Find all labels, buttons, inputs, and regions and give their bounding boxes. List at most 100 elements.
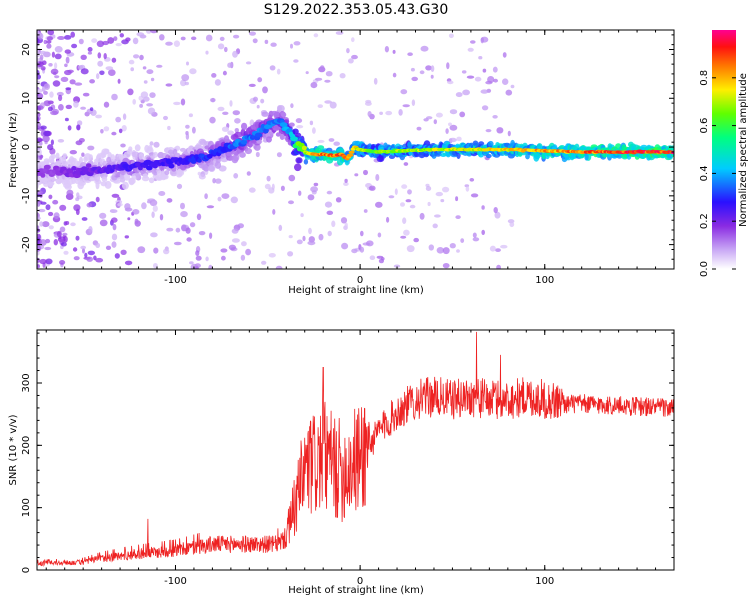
spectrogram-noise-blob	[293, 59, 299, 63]
spectrogram-halo-blob	[295, 157, 303, 164]
spectrogram-noise-blob	[73, 256, 80, 261]
spectrogram-halo-blob	[266, 136, 272, 143]
spectrogram-noise-blob	[261, 260, 267, 265]
spectrogram-noise-blob	[113, 36, 118, 41]
spectrogram-noise-blob	[198, 231, 206, 236]
spectrogram-noise-blob	[400, 235, 407, 239]
spectrogram-noise-blob	[420, 45, 429, 52]
spectrogram-noise-blob	[492, 66, 498, 73]
spectrogram-noise-blob	[419, 212, 425, 220]
spectrogram-noise-blob	[276, 266, 280, 269]
spectrogram-noise-blob	[111, 241, 117, 248]
spectrogram-noise-blob	[180, 202, 185, 210]
spectrogram-noise-blob	[91, 38, 98, 43]
spectrogram-halo-blob	[418, 151, 426, 159]
spectrogram-noise-blob	[310, 82, 318, 89]
spectrogram-noise-blob	[402, 104, 410, 108]
spectrogram-noise-blob	[189, 68, 197, 75]
spectrogram-noise-blob	[89, 107, 94, 111]
spectrogram-noise-blob	[120, 143, 126, 148]
spectrogram-noise-blob	[153, 141, 160, 148]
spectrogram-noise-blob	[384, 46, 389, 53]
spectrogram-noise-blob	[369, 255, 376, 260]
spectrogram-halo-blob	[423, 152, 429, 158]
spectrogram-noise-blob	[448, 122, 452, 127]
spectrogram-noise-blob	[181, 74, 190, 82]
spectrogram-halo-blob	[47, 181, 53, 189]
spectrogram-noise-blob	[96, 40, 105, 48]
spectrogram-noise-blob	[392, 49, 396, 54]
spectrogram-halo-blob	[485, 153, 492, 159]
spectrogram-noise-blob	[455, 196, 459, 202]
colorbar: 0.0 0.2 0.4 0.6 0.8 Normalized spectral ampl…	[699, 30, 749, 277]
spectrogram-noise-blob	[167, 125, 171, 131]
spectrogram-noise-blob	[111, 57, 117, 63]
spectrogram-noise-blob	[262, 86, 268, 94]
spectrogram-noise-blob	[470, 40, 476, 44]
spectrogram-noise-blob	[433, 119, 437, 125]
spectrogram-noise-blob	[392, 72, 397, 78]
spectrogram-noise-blob	[109, 209, 115, 213]
spectrogram-noise-blob	[456, 249, 460, 253]
spectrogram-noise-blob	[305, 71, 309, 75]
spectrogram-noise-blob	[150, 30, 158, 34]
spectrogram-noise-blob	[440, 199, 445, 203]
spectrogram-noise-blob	[81, 152, 85, 157]
spectrogram-noise-blob	[100, 129, 104, 134]
spectrogram-noise-blob	[95, 196, 100, 203]
spectrogram-halo-blob	[134, 144, 141, 152]
spectrogram-noise-blob	[494, 211, 501, 219]
spectrogram-noise-blob	[232, 110, 240, 116]
spectrogram-noise-blob	[173, 101, 181, 106]
spectrogram-noise-blob	[377, 232, 382, 238]
spectrogram-noise-blob	[37, 112, 41, 117]
spectrogram-ridge-blob	[152, 163, 158, 169]
spectrogram-ridge-blob	[346, 153, 354, 157]
spectrogram-noise-blob	[425, 65, 432, 71]
spectrogram-noise-blob	[255, 151, 260, 158]
spectrogram-noise-blob	[280, 185, 285, 191]
spectrogram-noise-blob	[82, 248, 85, 254]
spectrogram-ridge-blob	[290, 136, 298, 142]
spectrogram-halo-blob	[277, 105, 285, 112]
spectrogram-noise-blob	[72, 247, 78, 252]
spectrogram-noise-blob	[63, 250, 69, 255]
spectrogram-noise-blob	[38, 141, 43, 146]
spectrogram-noise-blob	[99, 219, 108, 227]
spectrogram-noise-blob	[309, 120, 314, 126]
spectrogram-halo-blob	[221, 126, 230, 132]
spectrogram-ridge-blob	[348, 150, 355, 154]
spectrogram-noise-blob	[122, 113, 127, 120]
spectrogram-halo-blob	[294, 163, 302, 172]
snr-x-axis-label: Height of straight line (km)	[288, 585, 424, 596]
colorbar-gradient	[712, 30, 736, 269]
spectrogram-noise-blob	[290, 43, 293, 49]
spectrogram-noise-blob	[158, 191, 166, 196]
spectrogram-halo-blob	[163, 174, 169, 180]
colorbar-label: Normalized spectral amplitude	[738, 73, 749, 227]
spectrogram-noise-blob	[180, 98, 186, 106]
spectrogram-noise-blob	[354, 173, 359, 177]
spectrogram-noise-blob	[57, 36, 65, 40]
spectrogram-noise-blob	[50, 110, 59, 116]
spectrogram-noise-blob	[127, 217, 131, 221]
spectrogram-noise-blob	[45, 40, 52, 44]
snr-panel: -100 0 100 0 100 200 300 Height of straight li…	[8, 329, 675, 596]
spectrogram-noise-blob	[270, 42, 277, 47]
spectrogram-noise-blob	[269, 65, 276, 71]
spectrogram-noise-blob	[97, 52, 102, 59]
spectrogram-noise-blob	[37, 121, 42, 129]
spectrogram-noise-blob	[229, 100, 233, 107]
figure-title: S129.2022.353.05.43.G30	[264, 2, 449, 18]
spectrogram-noise-blob	[45, 258, 53, 265]
spectrogram-noise-blob	[50, 139, 55, 146]
spectrogram-noise-blob	[448, 33, 454, 39]
spectrogram-noise-blob	[489, 245, 496, 252]
spectrogram-noise-blob	[351, 248, 358, 254]
spectrogram-noise-blob	[47, 144, 54, 151]
spectrogram-noise-blob	[166, 198, 173, 203]
spectrogram-noise-blob	[146, 69, 154, 75]
spectrogram-noise-blob	[248, 187, 256, 193]
spectrogram-noise-blob	[209, 232, 213, 239]
spectrogram-ridge-blob	[168, 163, 175, 169]
